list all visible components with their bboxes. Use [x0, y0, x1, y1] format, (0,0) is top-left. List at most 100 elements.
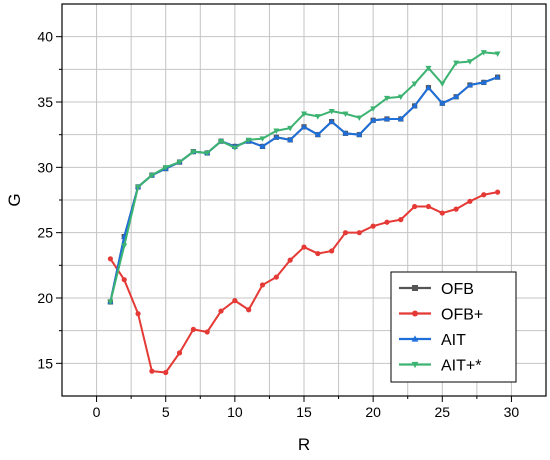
data-point [398, 217, 404, 223]
x-tick-label: 25 [434, 404, 450, 420]
data-point [218, 139, 225, 145]
data-point [411, 102, 418, 109]
legend-label: OFB [441, 281, 474, 298]
data-point [176, 159, 183, 166]
data-point [425, 65, 432, 72]
data-point [439, 81, 446, 87]
data-point [204, 329, 210, 335]
data-point [480, 50, 487, 56]
data-point [121, 277, 127, 283]
data-point [218, 308, 224, 314]
y-tick-label: 35 [37, 94, 53, 110]
data-point [246, 307, 252, 313]
data-point [370, 117, 377, 123]
data-point [190, 149, 197, 155]
data-point [107, 299, 114, 306]
data-point [453, 60, 460, 66]
x-tick-label: 15 [296, 404, 312, 420]
data-point [425, 203, 432, 210]
data-point [384, 219, 390, 225]
data-point [412, 203, 418, 210]
data-point [135, 184, 142, 191]
data-point [232, 298, 238, 304]
legend-swatch-marker [411, 361, 419, 369]
data-point [314, 131, 321, 137]
data-point [204, 150, 211, 157]
data-point [315, 250, 321, 257]
data-point [356, 115, 363, 121]
data-point [301, 111, 307, 117]
data-point [245, 137, 252, 144]
data-point [314, 114, 321, 120]
legend-item: OFB [399, 281, 474, 298]
data-point [439, 100, 446, 106]
data-point [411, 81, 418, 87]
legend-swatch-marker [411, 335, 419, 342]
data-point [356, 230, 362, 236]
data-point [287, 136, 294, 143]
data-point [370, 223, 376, 229]
x-tick-label: 5 [162, 404, 170, 420]
data-point [148, 172, 155, 179]
data-point [425, 84, 432, 90]
data-point [466, 59, 473, 65]
data-point [301, 244, 307, 250]
x-tick-label: 0 [93, 404, 101, 420]
series-4 [107, 50, 501, 306]
legend-swatch-marker [412, 310, 418, 317]
data-point [273, 274, 279, 280]
data-point [342, 130, 349, 136]
data-point [383, 115, 390, 122]
x-tick-label: 10 [227, 404, 243, 420]
data-point [356, 131, 363, 137]
data-point [176, 350, 183, 356]
data-point [453, 206, 459, 212]
data-point [342, 230, 349, 236]
data-point [494, 51, 501, 57]
y-tick-label: 40 [37, 29, 53, 45]
data-point [397, 94, 404, 100]
data-point [149, 368, 155, 374]
x-axis-label: R [298, 435, 310, 454]
data-point [190, 326, 196, 332]
data-point [231, 145, 238, 151]
data-point [259, 136, 266, 142]
y-tick-label: 20 [37, 290, 53, 306]
data-point [370, 106, 377, 112]
legend-label: OFB+ [441, 307, 483, 324]
data-point [163, 369, 169, 376]
data-point [273, 128, 280, 134]
legend-label: AIT+* [441, 358, 481, 375]
legend: OFB OFB+ AIT AIT+* [390, 271, 517, 383]
data-point [259, 143, 266, 149]
data-point [301, 123, 307, 130]
data-point [107, 256, 113, 262]
series-2 [107, 189, 501, 376]
data-point [273, 134, 280, 140]
data-point [328, 118, 335, 124]
y-axis-label: G [5, 193, 24, 206]
data-point [383, 95, 390, 102]
data-point [135, 311, 141, 317]
series-layer [107, 50, 501, 376]
data-point [466, 81, 473, 88]
data-point [467, 198, 473, 204]
x-tick-label: 20 [365, 404, 381, 420]
data-point [480, 79, 487, 85]
data-point [121, 243, 128, 249]
legend-item: AIT [399, 332, 466, 349]
y-tick-label: 15 [37, 355, 53, 371]
data-point [287, 125, 294, 132]
data-point [397, 115, 404, 122]
data-point [162, 165, 169, 171]
y-tick-label: 30 [37, 159, 53, 175]
data-point [329, 248, 335, 254]
data-point [287, 257, 293, 263]
legend-item: OFB+ [399, 307, 483, 324]
data-point [453, 93, 460, 99]
x-tick-label: 30 [504, 404, 520, 420]
data-point [259, 282, 266, 288]
data-point [328, 108, 335, 115]
data-point [481, 192, 487, 198]
